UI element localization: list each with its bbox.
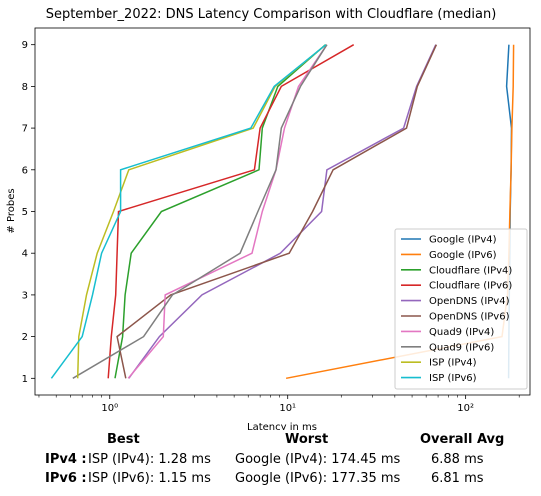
y-tick-label: 2 xyxy=(22,332,28,343)
best-value: ISP (IPv6): 1.15 ms xyxy=(88,471,211,486)
row-label: IPv4 : xyxy=(45,452,87,467)
latency-chart: September_2022: DNS Latency Comparison w… xyxy=(0,0,541,430)
row-label: IPv6 : xyxy=(45,471,87,486)
legend-entry: Cloudflare (IPv4) xyxy=(429,265,512,276)
x-axis-label: Latency in ms xyxy=(247,422,317,430)
series-line-9 xyxy=(51,45,326,379)
legend-entry: OpenDNS (IPv4) xyxy=(429,296,510,307)
legend-entry: ISP (IPv4) xyxy=(429,358,477,369)
series-line-8 xyxy=(78,45,326,379)
legend-entry: ISP (IPv6) xyxy=(429,373,477,384)
summary-row-ipv6: IPv6 : ISP (IPv6): 1.15 ms Google (IPv6)… xyxy=(0,471,541,489)
overall-avg-header: Overall Avg xyxy=(420,432,504,447)
legend-entry: Quad9 (IPv6) xyxy=(429,342,494,353)
x-tick-label: 10² xyxy=(457,403,474,414)
y-tick-label: 7 xyxy=(22,124,28,135)
legend: Google (IPv4) Google (IPv6) Cloudflare (IP… xyxy=(395,229,527,389)
y-tick-label: 5 xyxy=(22,207,28,218)
worst-value: Google (IPv6): 177.35 ms xyxy=(235,471,400,486)
avg-value: 6.88 ms xyxy=(431,452,484,467)
legend-entry: Google (IPv4) xyxy=(429,235,497,246)
y-axis-label: # Probes xyxy=(6,188,17,233)
series-line-4 xyxy=(129,45,436,379)
legend-entry: Cloudflare (IPv6) xyxy=(429,281,512,292)
series-line-2 xyxy=(115,45,326,379)
legend-entry: Quad9 (IPv4) xyxy=(429,327,494,338)
worst-header: Worst xyxy=(285,432,328,447)
chart-title: September_2022: DNS Latency Comparison w… xyxy=(46,7,497,22)
legend-entry: Google (IPv6) xyxy=(429,250,497,261)
y-tick-label: 3 xyxy=(22,290,28,301)
x-tick-label: 10⁰ xyxy=(101,403,118,414)
best-header: Best xyxy=(107,432,140,447)
summary-row-ipv4: IPv4 : ISP (IPv4): 1.28 ms Google (IPv4)… xyxy=(0,452,541,470)
legend-entry: OpenDNS (IPv6) xyxy=(429,312,510,323)
series-line-3 xyxy=(108,45,354,379)
series-line-7 xyxy=(73,45,327,379)
best-value: ISP (IPv4): 1.28 ms xyxy=(88,452,211,467)
y-tick-label: 4 xyxy=(22,249,28,260)
x-tick-label: 10¹ xyxy=(279,403,296,414)
avg-value: 6.81 ms xyxy=(431,471,484,486)
y-tick-label: 1 xyxy=(22,374,28,385)
y-tick-label: 6 xyxy=(22,165,28,176)
y-tick-label: 9 xyxy=(22,40,28,51)
worst-value: Google (IPv4): 174.45 ms xyxy=(235,452,400,467)
y-tick-label: 8 xyxy=(22,82,28,93)
